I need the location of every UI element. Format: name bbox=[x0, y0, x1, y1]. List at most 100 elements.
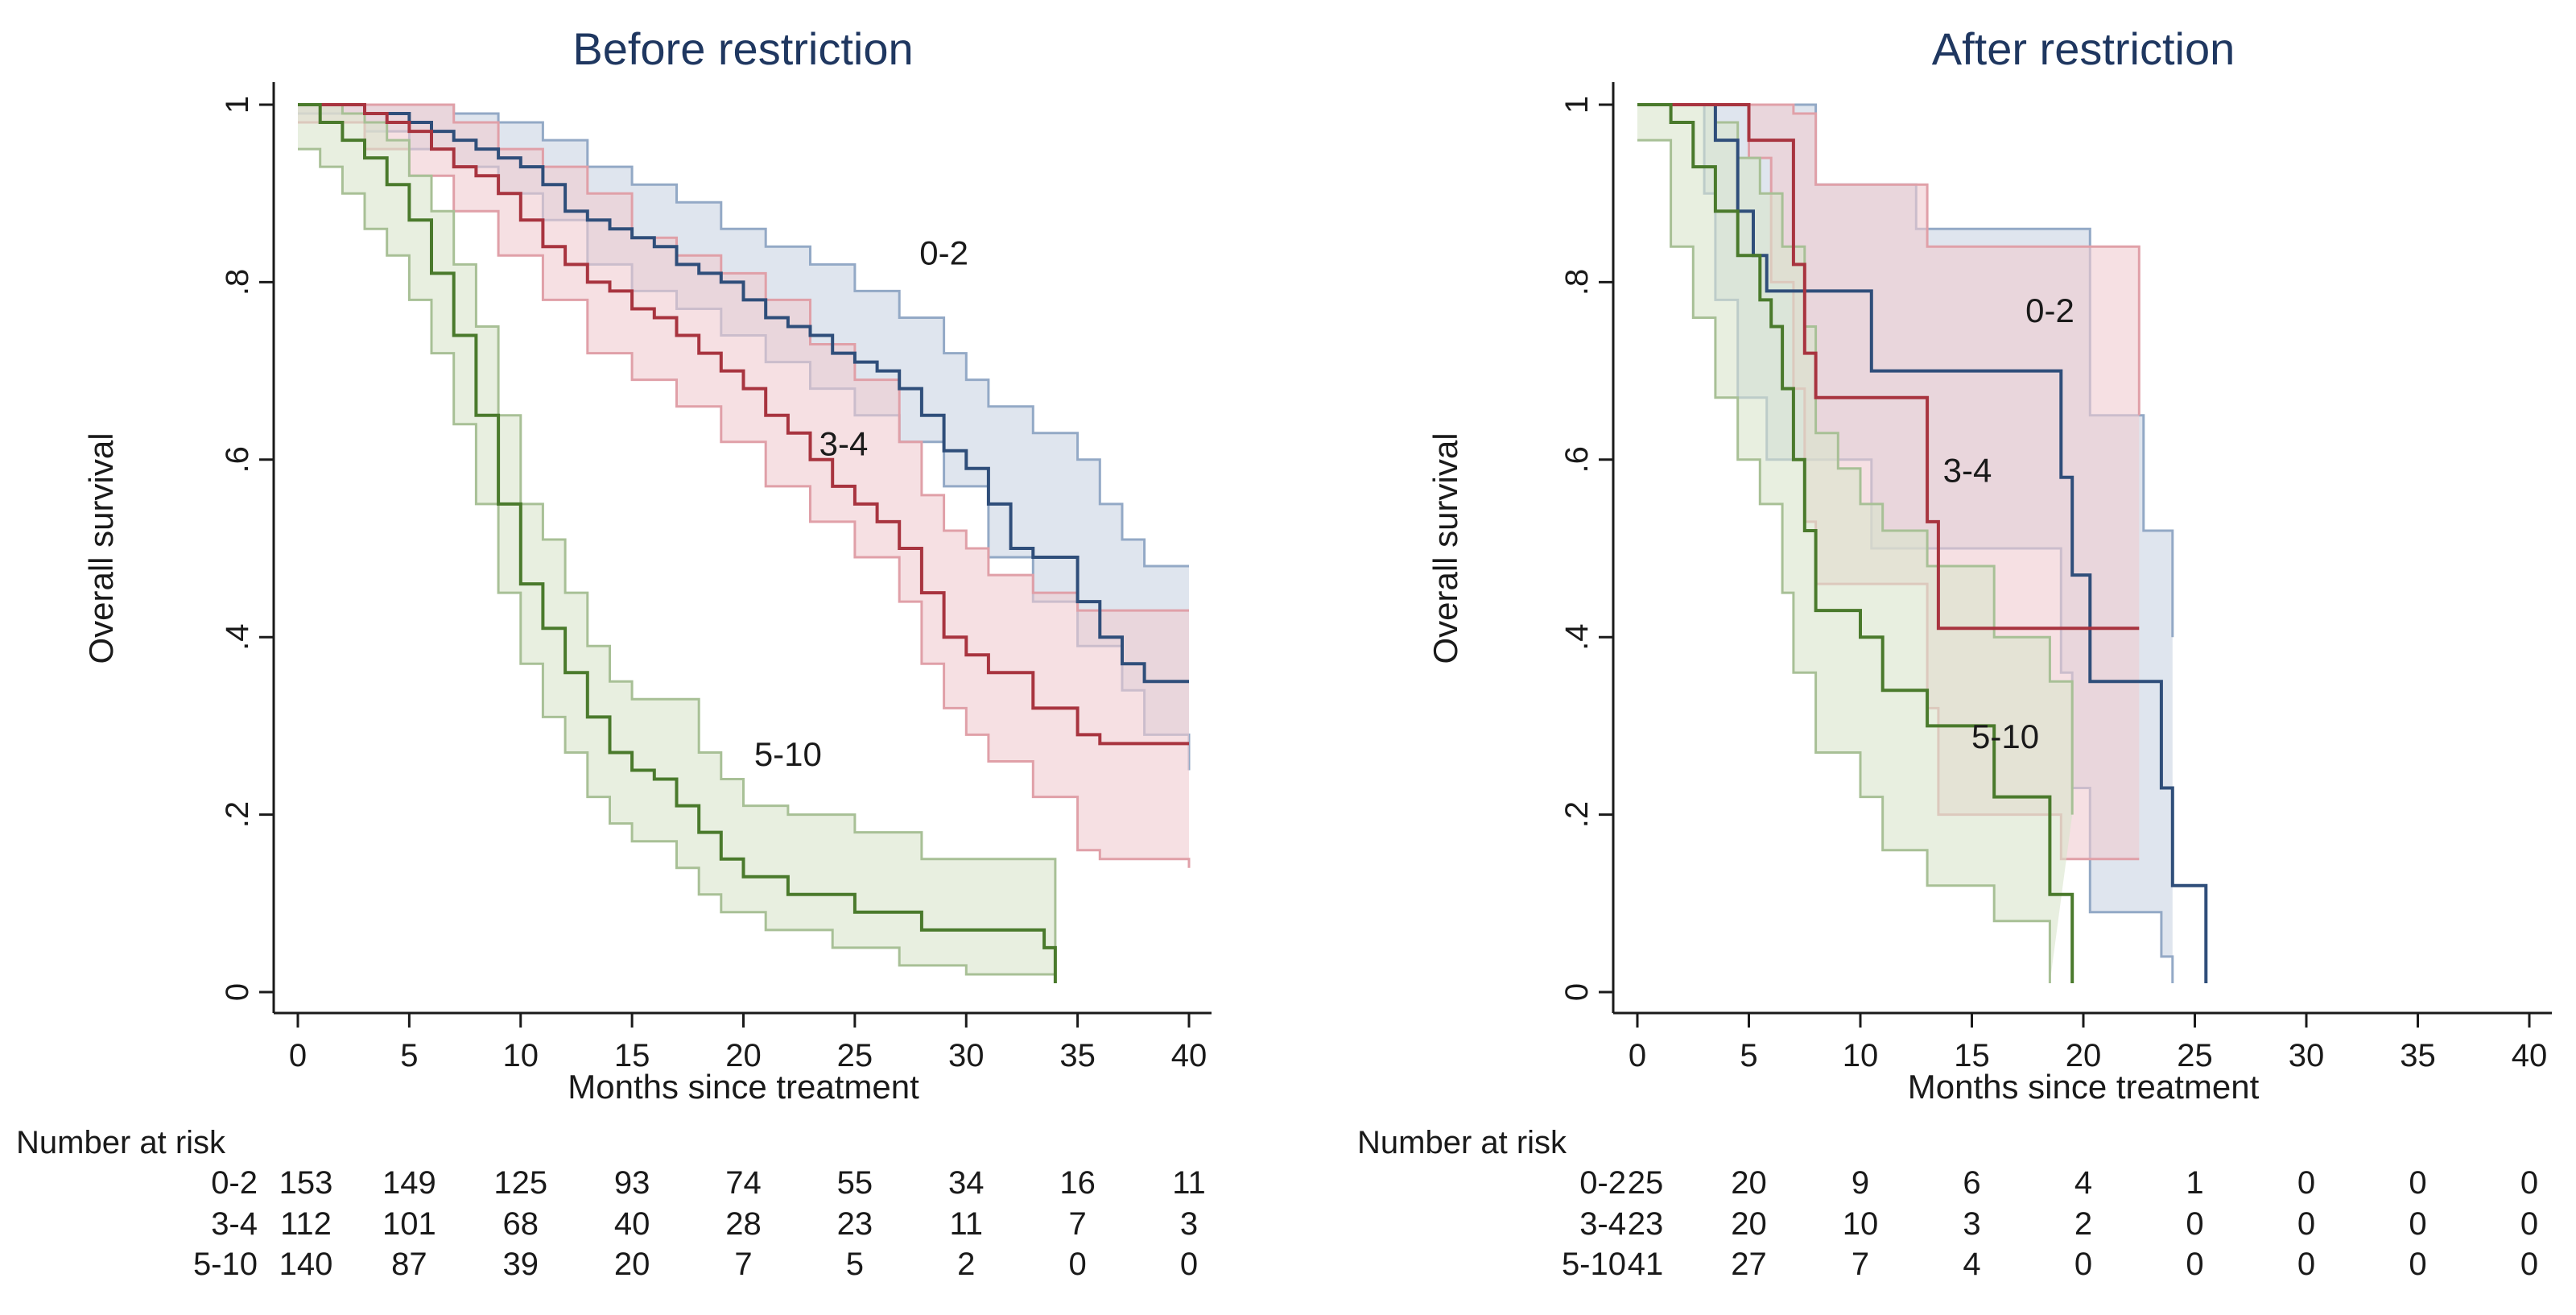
survival-line-3-4 bbox=[1637, 103, 2140, 631]
risk-cell: 68 bbox=[503, 1206, 539, 1242]
y-tick-label: 0 bbox=[1559, 983, 1595, 1001]
risk-cell: 40 bbox=[614, 1206, 650, 1242]
x-tick-label: 25 bbox=[837, 1038, 873, 1073]
curve-label-0-2: 0-2 bbox=[2025, 292, 2074, 329]
risk-cell: 112 bbox=[280, 1206, 332, 1242]
risk-cell: 11 bbox=[949, 1206, 983, 1242]
risk-cell: 20 bbox=[614, 1247, 650, 1282]
risk-cell: 74 bbox=[725, 1165, 762, 1201]
x-tick-label: 20 bbox=[725, 1038, 762, 1073]
risk-cell: 10 bbox=[1843, 1206, 1879, 1242]
x-tick-label: 35 bbox=[2400, 1038, 2436, 1073]
x-tick-label: 5 bbox=[1740, 1038, 1757, 1073]
y-tick-label: .6 bbox=[220, 446, 255, 473]
risk-table-title: Number at risk bbox=[1357, 1125, 1567, 1160]
risk-cell: 7 bbox=[734, 1247, 752, 1282]
risk-cell: 0 bbox=[2409, 1206, 2426, 1242]
ci-upper-5-10 bbox=[298, 103, 1057, 957]
x-tick-label: 15 bbox=[1954, 1038, 1990, 1073]
x-tick-label: 25 bbox=[2177, 1038, 2213, 1073]
ci-band-5-10 bbox=[1637, 105, 2073, 983]
risk-cell: 0 bbox=[2297, 1165, 2315, 1201]
x-tick-label: 15 bbox=[614, 1038, 650, 1073]
risk-cell: 0 bbox=[2520, 1165, 2538, 1201]
risk-cell: 0 bbox=[2297, 1247, 2315, 1282]
y-tick-label: .2 bbox=[1559, 801, 1595, 828]
y-tick-label: 1 bbox=[220, 96, 255, 114]
risk-cell: 87 bbox=[391, 1247, 427, 1282]
risk-row-label-0-2: 0-2 bbox=[1579, 1165, 1626, 1201]
curve-label-5-10: 5-10 bbox=[754, 735, 822, 773]
risk-cell: 5 bbox=[846, 1247, 864, 1282]
risk-cell: 27 bbox=[1731, 1247, 1767, 1282]
risk-cell: 3 bbox=[1180, 1206, 1198, 1242]
risk-cell: 0 bbox=[2297, 1206, 2315, 1242]
risk-cell: 101 bbox=[382, 1206, 436, 1242]
risk-cell: 23 bbox=[1628, 1206, 1664, 1242]
risk-cell: 4 bbox=[1963, 1247, 1980, 1282]
risk-row-label-5-10: 5-10 bbox=[1562, 1247, 1626, 1282]
risk-cell: 1 bbox=[2186, 1165, 2203, 1201]
risk-cell: 25 bbox=[1628, 1165, 1664, 1201]
risk-cell: 9 bbox=[1852, 1165, 1869, 1201]
ci-upper-3-4 bbox=[298, 103, 1189, 612]
ci-band-0-2 bbox=[298, 105, 1189, 771]
risk-row-label-3-4: 3-4 bbox=[1579, 1206, 1626, 1242]
risk-cell: 3 bbox=[1963, 1206, 1980, 1242]
x-tick-label: 40 bbox=[1171, 1038, 1208, 1073]
x-tick-label: 30 bbox=[948, 1038, 985, 1073]
survival-line-0-2 bbox=[1637, 103, 2208, 983]
risk-cell: 20 bbox=[1731, 1165, 1767, 1201]
survival-line-3-4 bbox=[298, 103, 1189, 746]
ci-band-5-10 bbox=[298, 105, 1055, 983]
risk-cell: 11 bbox=[1172, 1165, 1206, 1201]
risk-cell: 0 bbox=[1069, 1247, 1087, 1282]
risk-cell: 39 bbox=[503, 1247, 539, 1282]
chart-title: After restriction bbox=[1932, 23, 2235, 74]
y-tick-label: .8 bbox=[1559, 269, 1595, 296]
ci-lower-5-10 bbox=[298, 147, 1057, 983]
risk-cell: 0 bbox=[2186, 1206, 2203, 1242]
x-tick-label: 10 bbox=[503, 1038, 539, 1073]
risk-cell: 6 bbox=[1963, 1165, 1980, 1201]
curve-label-3-4: 3-4 bbox=[819, 424, 869, 462]
x-tick-label: 10 bbox=[1843, 1038, 1879, 1073]
risk-cell: 7 bbox=[1069, 1206, 1087, 1242]
curve-label-0-2: 0-2 bbox=[919, 234, 968, 271]
x-tick-label: 0 bbox=[289, 1038, 307, 1073]
ci-lower-3-4 bbox=[298, 121, 1191, 868]
ci-upper-0-2 bbox=[298, 103, 1189, 568]
risk-cell: 0 bbox=[2074, 1247, 2092, 1282]
risk-cell: 125 bbox=[493, 1165, 547, 1201]
survival-line-5-10 bbox=[298, 103, 1057, 983]
y-tick-label: 1 bbox=[1559, 96, 1595, 114]
risk-table-title: Number at risk bbox=[16, 1125, 226, 1160]
y-tick-label: .2 bbox=[220, 801, 255, 828]
x-tick-label: 0 bbox=[1629, 1038, 1646, 1073]
x-tick-label: 20 bbox=[2066, 1038, 2102, 1073]
x-tick-label: 35 bbox=[1059, 1038, 1096, 1073]
risk-cell: 2 bbox=[957, 1247, 975, 1282]
survival-line-0-2 bbox=[298, 103, 1189, 684]
risk-cell: 149 bbox=[382, 1165, 436, 1201]
risk-cell: 0 bbox=[2520, 1247, 2538, 1282]
risk-cell: 20 bbox=[1731, 1206, 1767, 1242]
x-tick-label: 40 bbox=[2512, 1038, 2548, 1073]
risk-cell: 55 bbox=[837, 1165, 873, 1201]
ci-lower-5-10 bbox=[1637, 139, 2051, 983]
risk-row-label-5-10: 5-10 bbox=[193, 1247, 258, 1282]
chart-title: Before restriction bbox=[572, 23, 913, 74]
y-axis-label: Overall survival bbox=[1426, 432, 1464, 664]
risk-cell: 0 bbox=[2186, 1247, 2203, 1282]
risk-row-label-0-2: 0-2 bbox=[211, 1165, 258, 1201]
survival-line-5-10 bbox=[1637, 103, 2074, 983]
risk-cell: 153 bbox=[279, 1165, 333, 1201]
ci-band-3-4 bbox=[298, 105, 1189, 868]
risk-cell: 41 bbox=[1628, 1247, 1664, 1282]
risk-cell: 23 bbox=[837, 1206, 873, 1242]
risk-cell: 140 bbox=[279, 1247, 333, 1282]
risk-cell: 93 bbox=[614, 1165, 650, 1201]
curve-label-5-10: 5-10 bbox=[1971, 717, 2039, 755]
